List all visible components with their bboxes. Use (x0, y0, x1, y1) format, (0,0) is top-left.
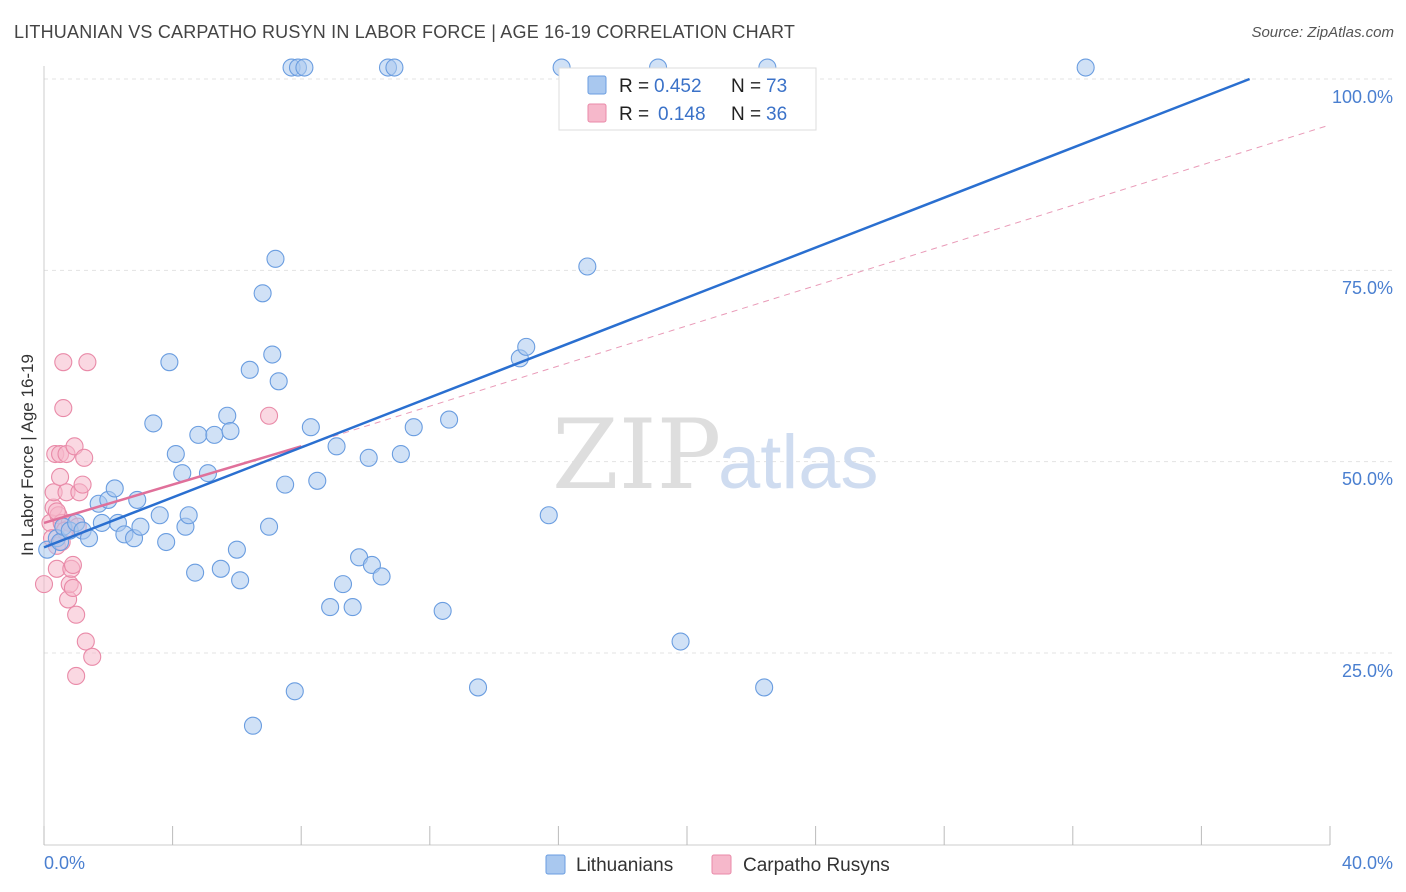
lithuanian-point (231, 571, 250, 590)
carpatho-rusyn-point (67, 666, 86, 686)
lithuanian-point (285, 682, 304, 701)
carpatho-rusyn-point (75, 448, 94, 467)
lithuanian-point (227, 540, 246, 559)
lithuanian-point (259, 517, 279, 536)
y-tick-label-25: 25.0% (1342, 661, 1393, 681)
lithuanian-point (385, 58, 404, 77)
lithuanian-point (211, 559, 230, 578)
stats-legend: R = 0.452 N = 73 R = 0.148 N = 36 (558, 67, 817, 131)
lithuanian-point (333, 575, 353, 594)
lithuanian-point (240, 360, 259, 379)
y-axis-label: In Labor Force | Age 16-19 (18, 354, 37, 556)
legend-r-label-2: R = (619, 104, 649, 125)
lithuanian-point (166, 444, 185, 464)
y-tick-label-75: 75.0% (1342, 278, 1393, 298)
carpatho-rusyn-point (51, 467, 70, 487)
carpatho-trend-extension (301, 124, 1331, 447)
y-tick-label-100: 100.0% (1332, 87, 1393, 107)
lithuanian-point (391, 444, 410, 464)
watermark-zip: ZIP (552, 399, 721, 511)
lithuanian-point (276, 475, 295, 494)
lithuanian-point (517, 337, 536, 356)
lithuanian-point (343, 598, 362, 617)
carpatho-trend-line (43, 445, 302, 525)
legend-r-value-2: 0.148 (658, 104, 706, 125)
lithuanian-point (263, 345, 282, 364)
chart-source: Source: ZipAtlas.com (1251, 24, 1394, 41)
legend-n-label-2: N = (731, 104, 761, 125)
carpatho-rusyn-point (54, 399, 73, 418)
bottom-legend-lithuanians: Lithuanians (576, 855, 673, 876)
lithuanian-point (157, 532, 176, 552)
bottom-legend-swatch-carpatho (711, 854, 732, 875)
legend-swatch-lithuanians (587, 75, 607, 95)
lithuanian-point (221, 422, 240, 441)
y-tick-label-50: 50.0% (1342, 469, 1393, 489)
legend-n-value-1: 73 (766, 76, 787, 97)
x-tick-label-max: 40.0% (1342, 853, 1393, 873)
carpatho-rusyn-point (83, 647, 102, 666)
carpatho-rusyn-point (63, 578, 82, 597)
lithuanian-point (308, 471, 327, 490)
watermark-atlas: atlas (718, 420, 879, 505)
lithuanian-point (189, 425, 208, 444)
lithuanian-point (105, 479, 124, 498)
lithuanian-trend-line (43, 77, 1251, 549)
lithuanian-point (671, 632, 690, 651)
lithuanian-point (269, 372, 288, 391)
lithuanian-point (144, 414, 163, 433)
carpatho-rusyn-point (73, 475, 92, 494)
chart-title: LITHUANIAN VS CARPATHO RUSYN IN LABOR FO… (14, 22, 796, 42)
lithuanian-point (301, 418, 320, 437)
lithuanian-point (243, 716, 263, 735)
lithuanian-point (404, 418, 423, 437)
carpatho-rusyn-point (34, 575, 54, 594)
lithuanian-point (433, 601, 452, 620)
lithuanian-point (372, 567, 391, 586)
bottom-legend-swatch-lithuanians (545, 854, 566, 875)
lithuanian-point (160, 353, 179, 372)
lithuanian-point (578, 257, 597, 276)
x-tick-label-min: 0.0% (44, 853, 85, 873)
bottom-legend-carpatho: Carpatho Rusyns (743, 855, 890, 876)
lithuanian-point (468, 678, 488, 697)
lithuanian-point (1076, 58, 1095, 77)
legend-r-value-1: 0.452 (654, 76, 702, 97)
lithuanian-point (359, 448, 378, 467)
lithuanian-point (440, 410, 459, 429)
lithuanian-point (186, 563, 205, 582)
x-minor-ticks (43, 826, 1331, 845)
lithuanian-point (253, 284, 272, 303)
lithuanian-point (131, 517, 150, 536)
lithuanian-point (295, 58, 314, 77)
lithuanian-point (150, 506, 169, 525)
legend-r-label-1: R = (619, 76, 649, 97)
lithuanians-points (38, 58, 1095, 735)
series-legend: Lithuanians Carpatho Rusyns (545, 854, 890, 876)
lithuanian-point (539, 506, 558, 525)
lithuanian-point (755, 678, 774, 697)
carpatho-rusyn-point (259, 406, 279, 425)
carpatho-rusyn-point (54, 353, 73, 372)
lithuanian-point (327, 437, 346, 456)
carpatho-rusyn-point (67, 605, 86, 624)
lithuanian-point (218, 406, 237, 425)
lithuanian-point (205, 425, 224, 444)
lithuanian-point (266, 249, 285, 268)
legend-n-label-1: N = (731, 76, 761, 97)
legend-n-value-2: 36 (766, 104, 787, 125)
trend-lines (43, 77, 1331, 549)
lithuanian-point (321, 598, 340, 617)
carpatho-rusyn-point (78, 353, 97, 372)
carpatho-rusyn-point (63, 555, 82, 575)
carpatho-rusyn-point (76, 632, 95, 651)
lithuanian-point (179, 506, 198, 525)
legend-swatch-carpatho (587, 103, 607, 123)
